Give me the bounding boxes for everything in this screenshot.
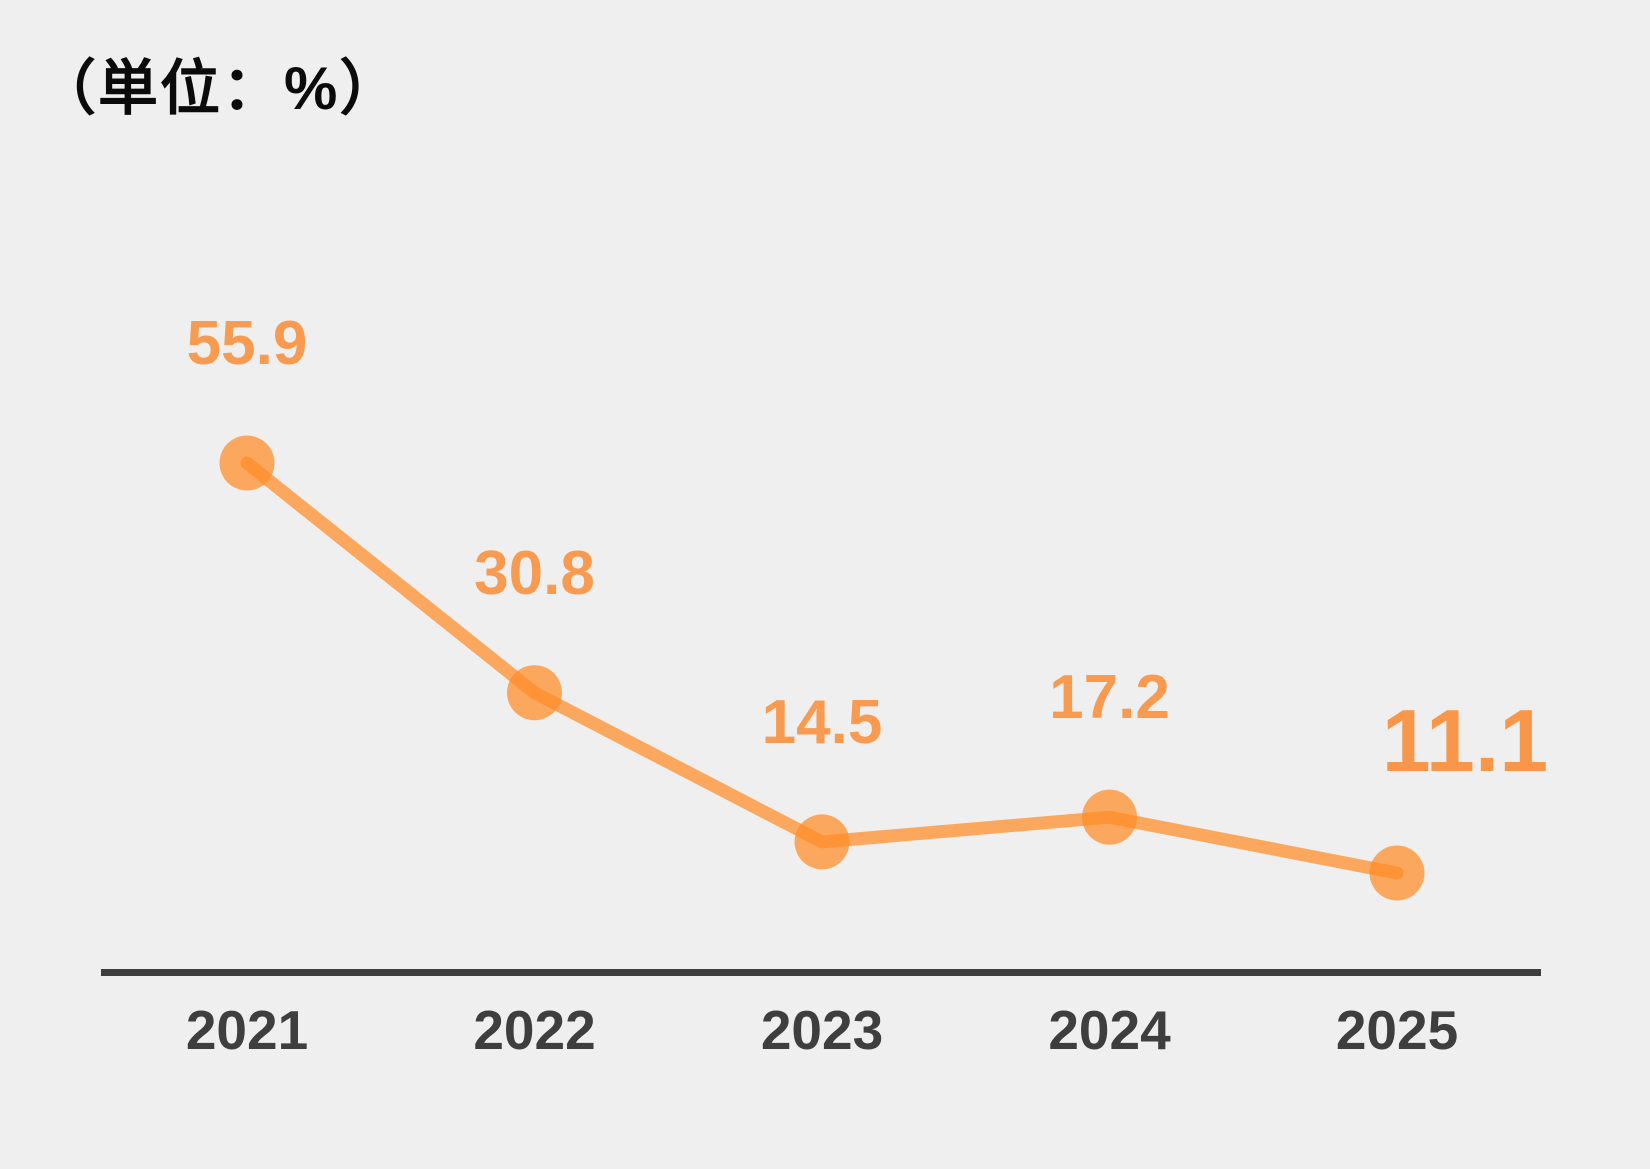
x-axis-tick-label: 2023 <box>760 999 884 1061</box>
x-axis-tick-label: 2021 <box>185 999 309 1061</box>
value-label: 55.9 <box>186 309 308 378</box>
data-point-marker <box>507 665 562 721</box>
x-axis-tick-label: 2022 <box>473 999 596 1061</box>
x-axis-tick-label: 2024 <box>1048 999 1171 1061</box>
value-label: 14.5 <box>761 687 883 757</box>
value-label: 11.1 <box>1381 691 1549 790</box>
value-label: 17.2 <box>1049 663 1170 733</box>
unit-label: （単位：%） <box>36 55 402 122</box>
data-point-marker <box>1082 789 1137 845</box>
value-label: 30.8 <box>474 538 595 608</box>
data-point-marker <box>794 814 850 870</box>
data-point-marker <box>219 435 275 491</box>
trend-line <box>240 456 1404 880</box>
data-point-markers <box>219 435 1425 901</box>
x-axis-tick-label: 2025 <box>1335 999 1459 1061</box>
data-point-marker <box>1369 845 1425 901</box>
